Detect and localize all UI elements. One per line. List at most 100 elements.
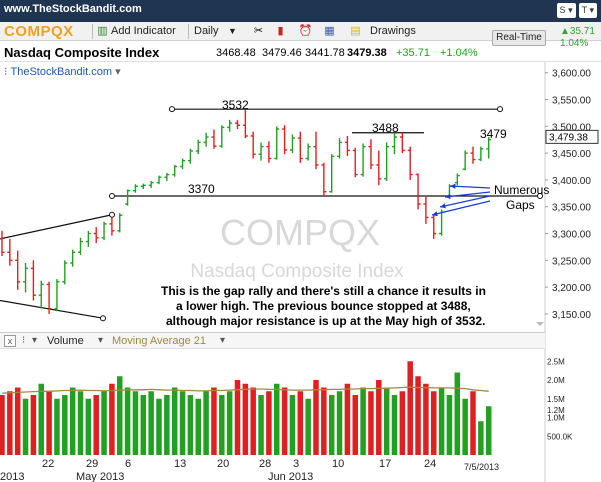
volume-bar: [423, 383, 429, 455]
price-bar: [132, 184, 138, 193]
volume-bar: [22, 398, 29, 455]
toolbar: COMPQX ▥ Add Indicator Daily ▼ ✂ ▮ ⏰ ▦ ▤…: [0, 22, 601, 41]
price-bar: [187, 148, 193, 164]
price-bar: [266, 141, 272, 163]
chevron-down-icon[interactable]: ▾: [115, 66, 121, 78]
chart-type-icon[interactable]: ▮: [277, 25, 284, 37]
volume-bar: [289, 395, 296, 455]
trendline-handle: [109, 211, 115, 218]
volume-bar: [30, 395, 37, 455]
add-indicator-icon[interactable]: ▥: [97, 25, 108, 37]
date-tick-label: 17: [379, 458, 391, 470]
volume-bar: [109, 383, 115, 455]
notes-icon[interactable]: ▤: [350, 25, 361, 37]
channel-lower-line: [0, 299, 104, 319]
volume-tick-label: 2.0M: [547, 376, 565, 385]
price-bar: [313, 131, 319, 170]
price-bar: [93, 227, 99, 244]
chevron-down-icon[interactable]: ▾: [98, 335, 104, 346]
volume-bar: [250, 387, 256, 455]
volume-bar: [376, 380, 382, 455]
price-bar: [470, 146, 476, 164]
calendar-icon[interactable]: ▦: [324, 25, 335, 37]
site-url[interactable]: www.TheStockBandit.com: [4, 3, 142, 15]
price-bar: [203, 132, 209, 147]
volume-bar: [38, 383, 44, 455]
trendlines[interactable]: [0, 106, 543, 322]
trendline-handle: [109, 193, 115, 199]
price-bar: [376, 150, 382, 186]
change-pct-value: +1.04%: [440, 47, 478, 59]
share-label: S: [559, 5, 566, 15]
chart-brand: ⁝ TheStockBandit.com ▾: [4, 65, 121, 78]
share-button[interactable]: S ▾: [556, 3, 576, 18]
add-indicator-button[interactable]: Add Indicator: [111, 25, 176, 37]
volume-bar: [85, 398, 92, 455]
volume-bar: [399, 391, 406, 455]
volume-bar: [211, 387, 217, 455]
volume-bar: [140, 395, 147, 455]
volume-bar: [328, 395, 335, 455]
price-bar: [148, 180, 154, 188]
price-bar: [30, 260, 36, 301]
high-value: 3479.46: [262, 47, 302, 59]
tools-icon[interactable]: ✂: [253, 25, 264, 37]
date-tick-label: 13: [174, 458, 186, 470]
volume-bar: [203, 391, 209, 455]
price-bar: [282, 125, 288, 155]
volume-bar: [360, 387, 366, 455]
price-bar: [415, 173, 421, 210]
note-line-2: a lower high. The previous bounce stoppe…: [176, 299, 471, 313]
realtime-button[interactable]: Real-Time: [492, 30, 546, 46]
price-bar: [368, 139, 374, 170]
change-value: +35.71: [396, 47, 430, 59]
volume-bar: [117, 376, 123, 455]
close-icon[interactable]: x: [4, 335, 16, 347]
realtime-change: ▲35.71: [560, 26, 595, 37]
price-bar: [360, 143, 366, 177]
settings-icon[interactable]: ⁝: [22, 335, 26, 346]
price-tick-label: 3,200.00: [552, 283, 591, 294]
gap-arrow: [439, 195, 491, 209]
volume-bar: [124, 387, 131, 455]
volume-bar: [415, 376, 421, 455]
price-bar: [0, 230, 5, 257]
gap-arrow: [444, 191, 491, 199]
chevron-down-icon[interactable]: ▾: [220, 335, 226, 346]
volume-bar: [46, 391, 52, 455]
volume-bar: [101, 391, 107, 455]
arrow-head-icon: [445, 193, 451, 199]
volume-tick-label: 2.5M: [547, 357, 565, 366]
chevron-down-icon[interactable]: ▼: [228, 26, 237, 36]
moving-average-line: [1, 386, 489, 394]
ticker-symbol[interactable]: COMPQX: [4, 23, 74, 40]
up-arrow-icon: ▲: [560, 26, 570, 37]
volume-bar: [148, 391, 154, 455]
volume-bar: [391, 395, 398, 455]
price-bar: [70, 249, 76, 267]
volume-bar: [7, 391, 13, 455]
price-bar: [180, 158, 186, 170]
volume-bar: [234, 380, 241, 455]
drawings-button[interactable]: Drawings: [370, 25, 416, 37]
date-tick-label: 6: [125, 458, 131, 470]
volume-bar: [171, 387, 178, 455]
interval-select[interactable]: Daily: [194, 25, 219, 37]
volume-bar: [485, 406, 492, 455]
date-tick-label: 29: [86, 458, 98, 470]
price-tick-label: 3,550.00: [552, 96, 591, 107]
price-tick-label: 3,350.00: [552, 203, 591, 214]
toggle-button[interactable]: T ▾: [578, 3, 597, 18]
pin-icon[interactable]: ⁝: [4, 66, 8, 78]
arrow-head-icon: [440, 203, 446, 209]
alarm-clock-icon[interactable]: ⏰: [298, 25, 313, 37]
price-bar: [297, 131, 303, 163]
price-bar: [15, 250, 21, 290]
quote-bar: Nasdaq Composite Index 3468.48 3479.46 3…: [0, 42, 601, 62]
volume-bar: [219, 395, 225, 455]
high-annotation: 3532: [222, 98, 249, 112]
chevron-down-icon[interactable]: ▾: [32, 335, 38, 346]
volume-bar: [305, 398, 311, 455]
